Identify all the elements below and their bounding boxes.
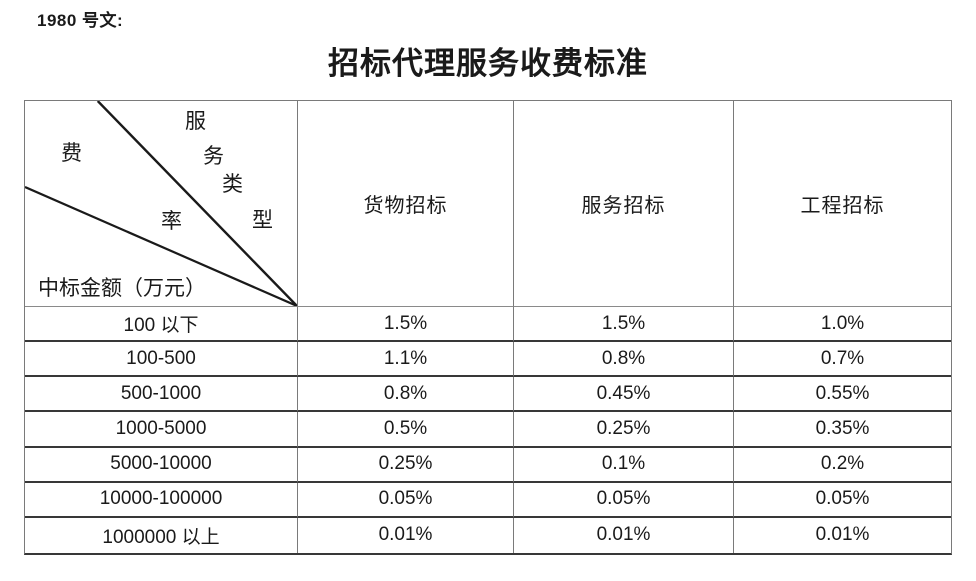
row-range: 500-1000	[25, 377, 298, 413]
cell-engineering: 0.35%	[734, 412, 951, 448]
row-range: 1000-5000	[25, 412, 298, 448]
cell-goods: 1.1%	[298, 342, 514, 378]
cell-goods: 0.01%	[298, 517, 514, 553]
cell-service: 0.45%	[514, 377, 734, 413]
cell-service: 0.25%	[514, 412, 734, 448]
diagonal-line-upper	[96, 101, 297, 306]
row-range: 1000000 以上	[25, 517, 298, 553]
diagonal-line-lower	[25, 185, 297, 306]
table-corner-cell: 服 务 类 型 费 率 中标金额（万元）	[25, 101, 298, 307]
corner-rate-char: 率	[161, 209, 182, 233]
corner-type-char: 服	[185, 109, 206, 133]
corner-rate-char: 费	[61, 141, 82, 165]
corner-type-char: 型	[252, 208, 273, 232]
column-header-engineering: 工程招标	[734, 101, 951, 307]
corner-type-char: 务	[203, 144, 224, 168]
diagonal-lines	[25, 101, 297, 306]
cell-engineering: 0.01%	[815, 524, 870, 546]
cell-service: 1.5%	[514, 307, 734, 343]
row-range: 5000-10000	[25, 447, 298, 483]
cell-goods: 0.5%	[298, 412, 514, 448]
page-title: 招标代理服务收费标准	[328, 46, 648, 81]
cell-goods: 1.5%	[298, 307, 514, 343]
cell-engineering: 0.7%	[734, 342, 951, 378]
fee-table: 服 务 类 型 费 率 中标金额（万元） 货物招标 服务招标 工程招标 100 …	[24, 100, 952, 555]
cell-engineering: 1.0%	[734, 307, 951, 343]
cell-service: 0.8%	[514, 342, 734, 378]
cell-service: 0.01%	[514, 517, 734, 553]
cell-goods: 0.8%	[298, 377, 514, 413]
cell-engineering: 0.05%	[734, 483, 951, 518]
column-header-service: 服务招标	[514, 101, 734, 307]
row-range: 100-500	[25, 342, 298, 378]
cell-goods: 0.05%	[298, 482, 514, 518]
column-header-goods: 货物招标	[298, 101, 514, 307]
cell-service: 0.05%	[514, 482, 734, 518]
cell-engineering: 0.55%	[734, 377, 951, 413]
cell-service: 0.1%	[514, 447, 734, 483]
row-range: 10000-100000	[25, 482, 298, 518]
cell-goods: 0.25%	[298, 447, 514, 483]
doc-number: 1980 号文:	[37, 11, 124, 30]
corner-amount-label: 中标金额（万元）	[38, 276, 206, 300]
row-range: 100 以下	[25, 307, 298, 343]
cell-engineering: 0.2%	[734, 448, 951, 483]
corner-type-char: 类	[222, 172, 243, 196]
